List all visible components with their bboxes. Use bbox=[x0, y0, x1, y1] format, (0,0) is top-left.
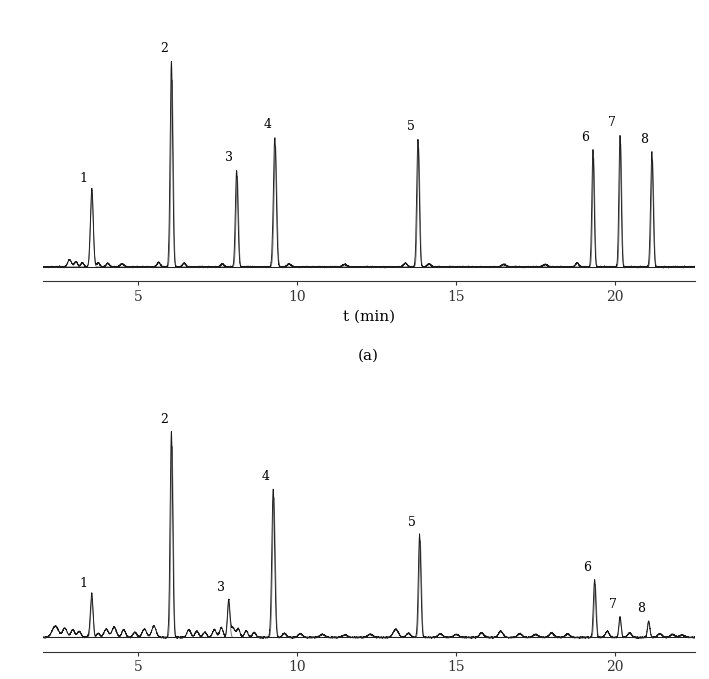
Text: 8: 8 bbox=[640, 132, 649, 146]
Text: 1: 1 bbox=[80, 172, 88, 185]
Text: 2: 2 bbox=[160, 413, 168, 426]
Text: 5: 5 bbox=[407, 120, 415, 133]
Text: 7: 7 bbox=[608, 116, 616, 129]
Text: 3: 3 bbox=[218, 581, 225, 594]
Text: (a): (a) bbox=[358, 349, 379, 363]
Text: 2: 2 bbox=[160, 42, 168, 55]
Text: 4: 4 bbox=[262, 471, 270, 483]
Text: 8: 8 bbox=[637, 602, 645, 615]
Text: 1: 1 bbox=[80, 577, 88, 590]
Text: 3: 3 bbox=[225, 151, 233, 164]
Text: 4: 4 bbox=[264, 118, 272, 131]
Text: 6: 6 bbox=[581, 130, 589, 144]
X-axis label: t (min): t (min) bbox=[342, 309, 395, 323]
Text: 6: 6 bbox=[583, 561, 591, 574]
Text: 5: 5 bbox=[408, 515, 416, 528]
Text: 7: 7 bbox=[609, 598, 617, 610]
